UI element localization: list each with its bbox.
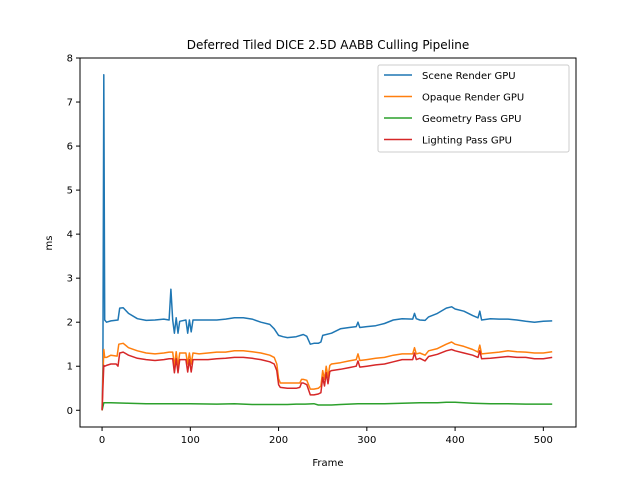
legend-label-3: Lighting Pass GPU: [422, 136, 512, 147]
x-tick-label: 200: [269, 435, 288, 446]
y-tick-label: 2: [67, 318, 73, 329]
x-axis-label: Frame: [312, 458, 343, 469]
series-line-2: [101, 401, 553, 411]
x-tick-label: 0: [99, 435, 105, 446]
y-tick-label: 1: [67, 362, 73, 373]
y-axis-ticks: 0 1 2 3 4 5 6 7 8: [67, 54, 80, 417]
y-tick-label: 4: [67, 230, 73, 241]
y-tick-label: 3: [67, 274, 73, 285]
y-tick-label: 7: [67, 98, 73, 109]
x-tick-label: 400: [446, 435, 465, 446]
y-tick-label: 0: [67, 406, 73, 417]
y-tick-label: 5: [67, 186, 73, 197]
x-axis-ticks: 0 100 200 300 400 500: [99, 427, 553, 446]
legend: Scene Render GPU Opaque Render GPU Geometr…: [377, 64, 570, 153]
series-line-1: [101, 341, 553, 411]
axes-frame: [79, 57, 577, 428]
legend-label-0: Scene Render GPU: [422, 71, 516, 82]
y-tick-label: 8: [67, 54, 73, 65]
chart-title: Deferred Tiled DICE 2.5D AABB Culling Pi…: [187, 38, 470, 52]
plot-area: [101, 73, 553, 411]
y-tick-label: 6: [67, 142, 73, 153]
legend-label-1: Opaque Render GPU: [422, 93, 524, 104]
series-line-3: [101, 348, 553, 411]
y-axis-label: ms: [44, 236, 55, 251]
x-tick-label: 100: [181, 435, 200, 446]
x-tick-label: 500: [534, 435, 553, 446]
series-line-0: [101, 73, 553, 410]
x-tick-label: 300: [357, 435, 376, 446]
legend-box: [377, 64, 570, 153]
legend-label-2: Geometry Pass GPU: [422, 114, 521, 125]
